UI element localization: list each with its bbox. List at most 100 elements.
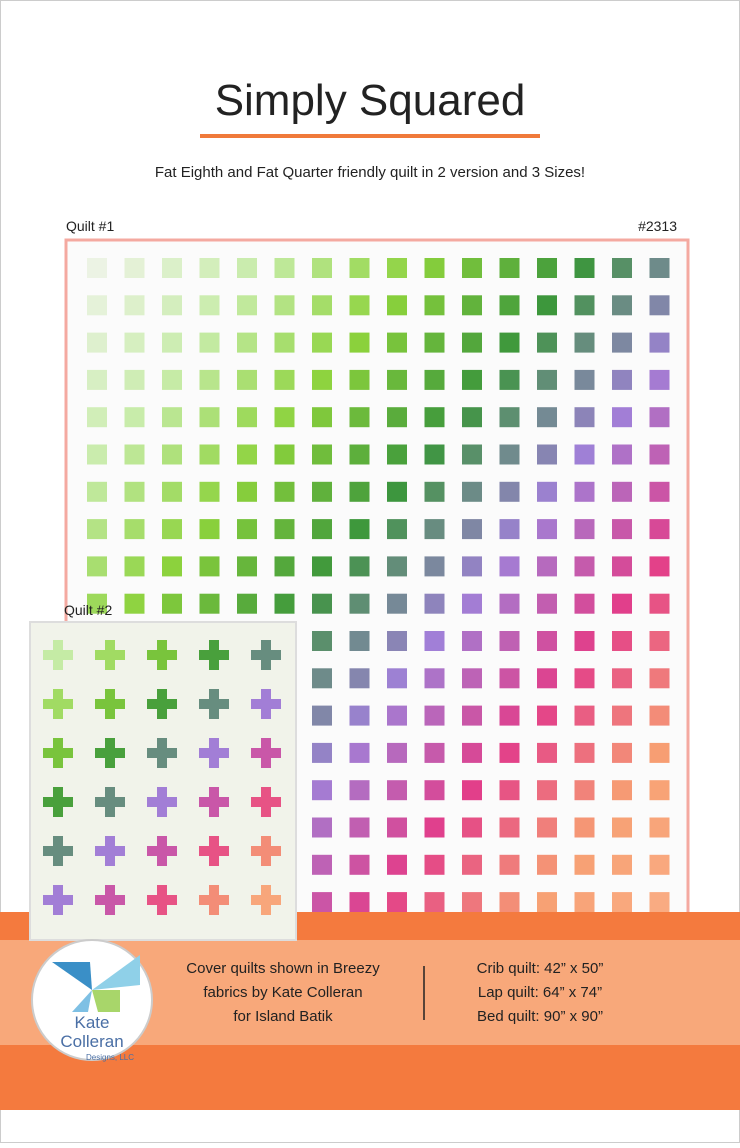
quilt-square xyxy=(424,556,445,577)
fabric-note: Cover quilts shown in Breezy xyxy=(186,960,380,977)
quilt-square xyxy=(649,332,670,353)
quilt-square xyxy=(537,519,557,540)
quilt-plus xyxy=(43,689,73,719)
quilt-square xyxy=(162,519,182,540)
quilt-square xyxy=(124,481,145,502)
quilt-square xyxy=(349,593,370,614)
quilt-square xyxy=(124,369,145,390)
quilt-square xyxy=(387,631,407,651)
quilt-square xyxy=(612,854,632,875)
quilt-square xyxy=(349,742,370,763)
quilt-square xyxy=(574,854,595,875)
quilt-square xyxy=(424,854,445,875)
quilt-square xyxy=(349,519,370,540)
quilt-square xyxy=(124,593,145,614)
quilt-square xyxy=(424,444,445,465)
quilt-square xyxy=(387,519,407,540)
quilt-square xyxy=(612,332,632,353)
quilt-square xyxy=(499,258,520,278)
quilt-square xyxy=(612,258,632,278)
quilt-square xyxy=(537,258,557,278)
quilt-plus xyxy=(43,738,73,768)
quilt-square xyxy=(424,631,445,651)
quilt-square xyxy=(499,742,520,763)
quilt-square xyxy=(349,258,370,278)
quilt-square xyxy=(649,444,670,465)
quilt-square xyxy=(499,295,520,316)
quilt-square xyxy=(462,854,482,875)
subtitle: Fat Eighth and Fat Quarter friendly quil… xyxy=(155,164,585,181)
quilt-square xyxy=(237,556,257,577)
quilt-square xyxy=(237,295,257,316)
quilt-square xyxy=(87,481,107,502)
quilt-square xyxy=(499,444,520,465)
quilt-square xyxy=(537,817,557,838)
quilt-square xyxy=(87,519,107,540)
quilt-square xyxy=(199,295,220,316)
quilt-square xyxy=(462,892,482,913)
quilt-square xyxy=(537,780,557,801)
quilt-square xyxy=(199,332,220,353)
quilt-square xyxy=(237,258,257,278)
quilt-square xyxy=(499,332,520,353)
quilt-square xyxy=(387,556,407,577)
quilt-square xyxy=(387,481,407,502)
quilt-square xyxy=(387,892,407,913)
quilt-plus xyxy=(199,689,229,719)
quilt-square xyxy=(199,556,220,577)
quilt-square xyxy=(87,369,107,390)
quilt-square xyxy=(424,892,445,913)
quilt-square xyxy=(424,742,445,763)
quilt-square xyxy=(199,519,220,540)
quilt-square xyxy=(574,817,595,838)
quilt-square xyxy=(349,481,370,502)
quilt-square xyxy=(574,593,595,614)
quilt-square xyxy=(649,668,670,689)
quilt-square xyxy=(162,332,182,353)
quilt-square xyxy=(499,481,520,502)
quilt-square xyxy=(349,705,370,726)
quilt-square xyxy=(537,407,557,428)
quilt-plus xyxy=(251,885,281,915)
quilt-square xyxy=(387,332,407,353)
quilt-square xyxy=(612,369,632,390)
quilt-square xyxy=(237,332,257,353)
quilt-square xyxy=(387,369,407,390)
quilt-square xyxy=(387,817,407,838)
quilt-square xyxy=(574,332,595,353)
quilt-square xyxy=(499,854,520,875)
title-rule xyxy=(200,134,540,138)
quilt-square xyxy=(462,780,482,801)
quilt-square xyxy=(462,332,482,353)
quilt-square xyxy=(537,631,557,651)
quilt-plus xyxy=(251,787,281,817)
quilt-square xyxy=(612,444,632,465)
quilt-square xyxy=(649,817,670,838)
quilt-square xyxy=(462,444,482,465)
quilt-square xyxy=(87,556,107,577)
quilt-square xyxy=(537,481,557,502)
quilt-square xyxy=(199,258,220,278)
quilt-square xyxy=(462,556,482,577)
quilt-square xyxy=(237,407,257,428)
quilt-square xyxy=(162,593,182,614)
quilt-plus xyxy=(95,738,125,768)
quilt-square xyxy=(499,631,520,651)
quilt-square xyxy=(162,407,182,428)
quilt-square xyxy=(87,407,107,428)
quilt-square xyxy=(462,519,482,540)
quilt-square xyxy=(237,369,257,390)
quilt-square xyxy=(349,407,370,428)
quilt-square xyxy=(424,519,445,540)
quilt-square xyxy=(424,780,445,801)
quilt-square xyxy=(312,519,332,540)
quilt-square xyxy=(312,407,332,428)
quilt-square xyxy=(612,519,632,540)
quilt-square xyxy=(237,444,257,465)
quilt1-label: Quilt #1 xyxy=(66,218,114,234)
quilt-square xyxy=(499,705,520,726)
logo-shape xyxy=(92,955,140,990)
quilt-square xyxy=(462,295,482,316)
quilt-square xyxy=(537,742,557,763)
